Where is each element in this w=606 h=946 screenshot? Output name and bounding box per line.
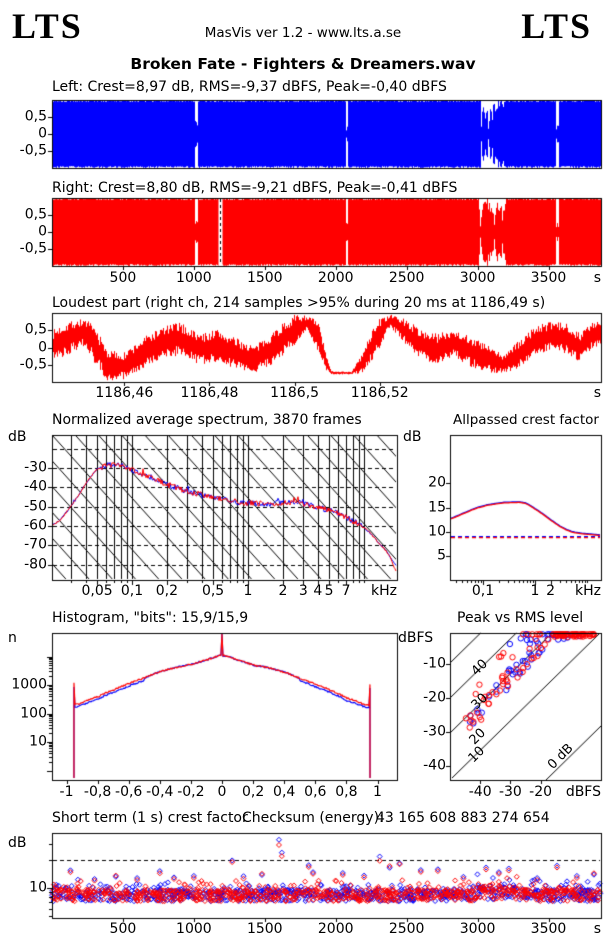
spectrum-xtick: 0,2 (155, 583, 179, 599)
allpassed-ytick: 20 (428, 474, 446, 491)
histogram-title: Histogram, "bits": 15,9/15,9 (52, 610, 249, 626)
stc-xtick: 2500 (388, 921, 425, 937)
waveform-right-title: Right: Crest=8,80 dB, RMS=-9,21 dBFS, Pe… (52, 180, 458, 196)
waveform-left-title: Left: Crest=8,97 dB, RMS=-9,37 dBFS, Pea… (52, 79, 447, 95)
spectrum-xtick: 4 (313, 583, 323, 599)
loudest-ytick: 0 (38, 339, 47, 356)
histogram-xtick: -0,6 (115, 784, 143, 800)
stc-xtick: 500 (109, 921, 137, 937)
wf-left-ytick: -0,5 (19, 142, 47, 159)
peak-vs-rms-title: Peak vs RMS level (457, 610, 584, 626)
wf-right-ytick: 0 (38, 223, 47, 240)
spectrum-ytick: -40 (24, 478, 47, 495)
spectrum-ytick: -80 (24, 556, 47, 573)
spectrum-ytick: -50 (24, 498, 47, 515)
spectrum-xtick: 5 (324, 583, 334, 599)
histogram-xtick: -0,2 (177, 784, 205, 800)
histogram-xtick: -0,4 (146, 784, 174, 800)
allpassed-ytick: 10 (428, 523, 446, 540)
lts-logo-right: LTS (521, 6, 592, 46)
histogram-xtick: -1 (59, 784, 74, 800)
loudest-ytick: 0,5 (24, 321, 47, 338)
checksum-value: 43 165 608 883 274 654 (376, 810, 550, 826)
histogram-ytick: 10 (29, 733, 47, 750)
stc-xtick: 1500 (246, 921, 283, 937)
histogram-ytick: 1000 (11, 676, 47, 693)
spectrum-ytick: -30 (24, 459, 47, 476)
pvr-x-unit: dBFS (565, 784, 601, 800)
file-title: Broken Fate - Fighters & Dreamers.wav (130, 55, 476, 73)
histogram-xtick: 1 (373, 784, 382, 800)
time-xtick: 3500 (530, 270, 567, 286)
pvr-xtick: -40 (468, 784, 492, 800)
histogram-xtick: 0 (217, 784, 227, 800)
time-xtick: 2000 (317, 270, 354, 286)
spectrum-xtick: 0,05 (81, 583, 113, 599)
spectrum-xtick: 3 (298, 583, 308, 599)
stc-xtick: 3500 (530, 921, 567, 937)
stc-y-unit: dB (8, 835, 27, 851)
loudest-part-title: Loudest part (right ch, 214 samples >95%… (52, 295, 546, 311)
pvr-ytick: -20 (423, 689, 446, 706)
allpassed-xtick: 0,1 (471, 583, 495, 599)
wf-right-ytick: -0,5 (19, 240, 47, 257)
pvr-ytick: -10 (423, 655, 446, 672)
wf-left-ytick: 0,5 (24, 108, 47, 125)
stc-xtick: 1000 (176, 921, 212, 937)
pvr-xtick: -30 (498, 784, 522, 800)
time-xtick: 1000 (176, 270, 212, 286)
histogram-xtick: 0,2 (241, 784, 265, 800)
stc-ytick: 10 (29, 879, 47, 896)
spectrum-xtick: 1 (243, 583, 253, 599)
waveform-x-unit: s (593, 270, 601, 286)
allpassed-x-unit: kHz (575, 583, 601, 599)
spectrum-xtick: 7 (341, 583, 351, 599)
histogram-xtick: 0,6 (304, 784, 327, 800)
pvr-ytick: -40 (423, 757, 446, 774)
spectrum-xtick: 0,5 (201, 583, 225, 599)
allpassed-xtick: 2 (546, 583, 556, 599)
spectrum-ytick: -60 (24, 517, 47, 534)
loudest-ytick: -0,5 (19, 356, 47, 373)
histogram-ytick: 100 (20, 705, 47, 722)
wf-left-ytick: 0 (38, 125, 47, 142)
loudest-xtick: 1186,52 (350, 385, 409, 401)
lts-logo-left: LTS (12, 6, 83, 46)
histogram-xtick: 0,4 (273, 784, 296, 800)
histogram-xtick: -0,8 (83, 784, 112, 800)
wf-right-ytick: 0,5 (24, 206, 47, 223)
loudest-xtick: 1186,5 (270, 385, 320, 401)
pvr-xtick: -20 (529, 784, 553, 800)
loudest-xtick: 1186,46 (95, 385, 154, 401)
checksum-label: Checksum (energy): (242, 810, 384, 826)
time-xtick: 3000 (459, 270, 496, 286)
pvr-ytick: -30 (423, 723, 446, 740)
allpassed-ytick: 15 (428, 499, 446, 516)
spectrum-ytick: -70 (24, 536, 47, 553)
spectrum-xtick: 2 (278, 583, 288, 599)
stc-xtick: 3000 (459, 921, 496, 937)
allpassed-y-unit: dB (403, 429, 422, 445)
allpassed-title: Allpassed crest factor (453, 412, 599, 428)
time-xtick: 1500 (246, 270, 283, 286)
short-term-title: Short term (1 s) crest factor (52, 810, 248, 826)
spectrum-x-unit: kHz (371, 583, 397, 599)
app-version-text: MasVis ver 1.2 - www.lts.a.se (204, 25, 402, 41)
histogram-xtick: 0,8 (335, 784, 358, 800)
spectrum-title: Normalized average spectrum, 3870 frames (52, 412, 362, 428)
loudest-xtick: 1186,48 (180, 385, 239, 401)
pvr-y-unit: dBFS (398, 630, 434, 646)
time-xtick: 2500 (388, 270, 425, 286)
time-xtick: 500 (109, 270, 137, 286)
stc-xtick: 2000 (317, 921, 354, 937)
allpassed-xtick: 1 (530, 583, 540, 599)
loudest-x-unit: s (593, 385, 601, 401)
stc-x-unit: s (593, 921, 601, 937)
histogram-y-unit: n (8, 630, 17, 646)
spectrum-y-unit: dB (8, 429, 27, 445)
allpassed-ytick: 5 (437, 547, 446, 564)
spectrum-xtick: 0,1 (120, 583, 144, 599)
